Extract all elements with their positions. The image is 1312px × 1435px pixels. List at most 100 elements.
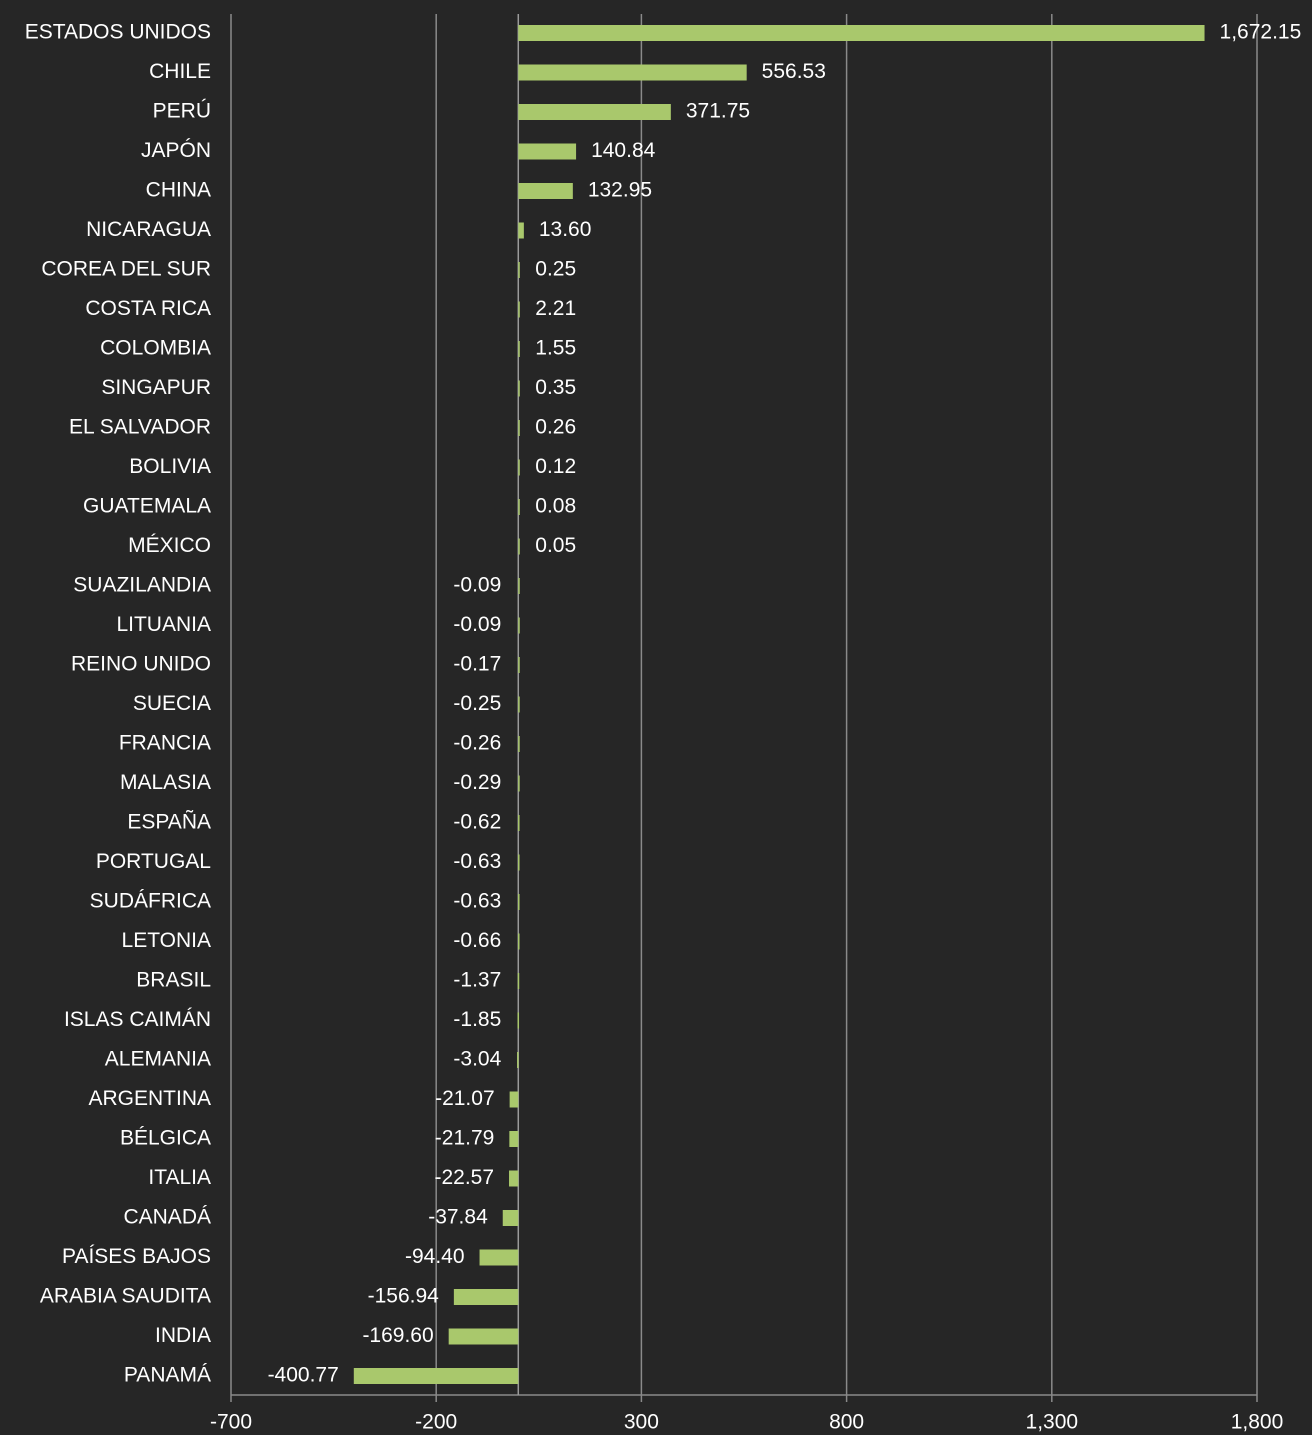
value-label: 0.26 — [535, 416, 576, 439]
y-tick-label: SUECIA — [133, 692, 211, 715]
y-tick-label: ESTADOS UNIDOS — [25, 21, 211, 44]
y-tick-label: LETONIA — [122, 929, 211, 952]
bar — [518, 341, 520, 357]
value-label: 0.25 — [535, 258, 576, 281]
value-label: 556.53 — [762, 60, 826, 83]
y-tick-label: MÉXICO — [128, 534, 211, 557]
bar — [518, 262, 520, 278]
bar — [518, 696, 520, 713]
bar — [518, 380, 520, 397]
y-tick-label: CHILE — [149, 60, 211, 83]
value-label: 132.95 — [588, 179, 652, 202]
bar — [517, 1012, 520, 1029]
bar — [518, 25, 1205, 41]
x-tick-label: 300 — [624, 1411, 659, 1434]
bar — [518, 104, 671, 120]
y-tick-label: SINGAPUR — [101, 376, 211, 399]
y-tick-label: SUAZILANDIA — [73, 574, 211, 597]
bar — [518, 657, 520, 673]
y-tick-label: ARABIA SAUDITA — [40, 1285, 211, 1308]
y-tick-label: PAÍSES BAJOS — [62, 1245, 211, 1268]
bar — [502, 1210, 519, 1226]
y-tick-label: BRASIL — [136, 969, 211, 992]
value-label: 0.12 — [535, 455, 576, 478]
value-label: -3.04 — [453, 1048, 501, 1071]
y-tick-label: ESPAÑA — [127, 810, 211, 834]
value-label: 140.84 — [591, 139, 656, 162]
y-tick-label: MALASIA — [120, 771, 211, 794]
value-label: -22.57 — [434, 1166, 494, 1189]
value-label: -0.09 — [453, 613, 501, 636]
value-label: -0.09 — [453, 574, 501, 597]
value-label: -37.84 — [428, 1206, 488, 1229]
bar — [518, 775, 520, 792]
y-tick-label: ITALIA — [148, 1166, 211, 1189]
bar — [518, 499, 520, 515]
value-label: 1.55 — [535, 337, 576, 360]
bar — [509, 1091, 519, 1108]
y-tick-label: COSTA RICA — [85, 297, 211, 320]
y-tick-label: COREA DEL SUR — [41, 258, 211, 281]
y-tick-label: CANADÁ — [123, 1206, 211, 1229]
y-tick-label: INDIA — [155, 1324, 211, 1347]
value-label: -0.63 — [453, 890, 501, 913]
bar — [509, 1131, 519, 1147]
bar — [518, 183, 573, 199]
value-label: -0.62 — [453, 811, 501, 834]
bar — [518, 578, 520, 594]
x-tick-label: 1,800 — [1231, 1411, 1284, 1434]
value-label: 0.05 — [535, 534, 576, 557]
value-label: 0.35 — [535, 376, 576, 399]
bar — [518, 894, 520, 910]
bar — [479, 1249, 519, 1266]
value-label: -156.94 — [368, 1285, 440, 1308]
y-tick-label: ARGENTINA — [88, 1087, 211, 1110]
value-label: -21.07 — [435, 1087, 495, 1110]
value-label: -0.26 — [453, 732, 501, 755]
bar — [509, 1170, 519, 1187]
y-tick-label: SUDÁFRICA — [90, 890, 211, 913]
value-label: 1,672.15 — [1220, 21, 1302, 44]
y-tick-label: CHINA — [146, 179, 211, 202]
y-tick-label: PANAMÁ — [124, 1364, 211, 1387]
y-tick-label: ALEMANIA — [105, 1048, 211, 1071]
value-label: 2.21 — [535, 297, 576, 320]
value-label: -1.85 — [453, 1008, 501, 1031]
y-tick-label: REINO UNIDO — [71, 653, 211, 676]
value-label: -0.29 — [453, 771, 501, 794]
value-label: -169.60 — [362, 1324, 433, 1347]
value-label: -1.37 — [453, 969, 501, 992]
bar — [518, 736, 520, 752]
y-tick-label: PERÚ — [153, 100, 211, 123]
bar — [518, 459, 520, 476]
y-tick-label: COLOMBIA — [100, 337, 211, 360]
bar — [353, 1368, 519, 1384]
bar — [518, 301, 520, 318]
bar — [517, 1052, 519, 1068]
bar — [518, 854, 520, 871]
bar — [518, 617, 520, 634]
bar — [518, 815, 520, 831]
bar — [517, 973, 520, 989]
y-tick-label: JAPÓN — [141, 139, 211, 162]
bar — [518, 143, 577, 160]
bar — [448, 1328, 519, 1345]
y-tick-label: LITUANIA — [116, 613, 211, 636]
bar — [453, 1289, 519, 1305]
y-tick-label: BOLIVIA — [129, 455, 211, 478]
x-tick-label: -200 — [415, 1411, 457, 1434]
bar — [518, 64, 747, 81]
bar — [518, 420, 520, 436]
value-label: -0.17 — [453, 653, 501, 676]
y-tick-label: NICARAGUA — [86, 218, 211, 241]
value-label: -0.63 — [453, 850, 501, 873]
y-tick-label: ISLAS CAIMÁN — [64, 1008, 211, 1031]
y-tick-label: BÉLGICA — [120, 1127, 211, 1150]
value-label: -400.77 — [268, 1364, 339, 1387]
y-tick-label: FRANCIA — [119, 732, 211, 755]
value-label: -0.66 — [453, 929, 501, 952]
x-tick-label: 1,300 — [1026, 1411, 1079, 1434]
y-tick-label: GUATEMALA — [83, 495, 211, 518]
